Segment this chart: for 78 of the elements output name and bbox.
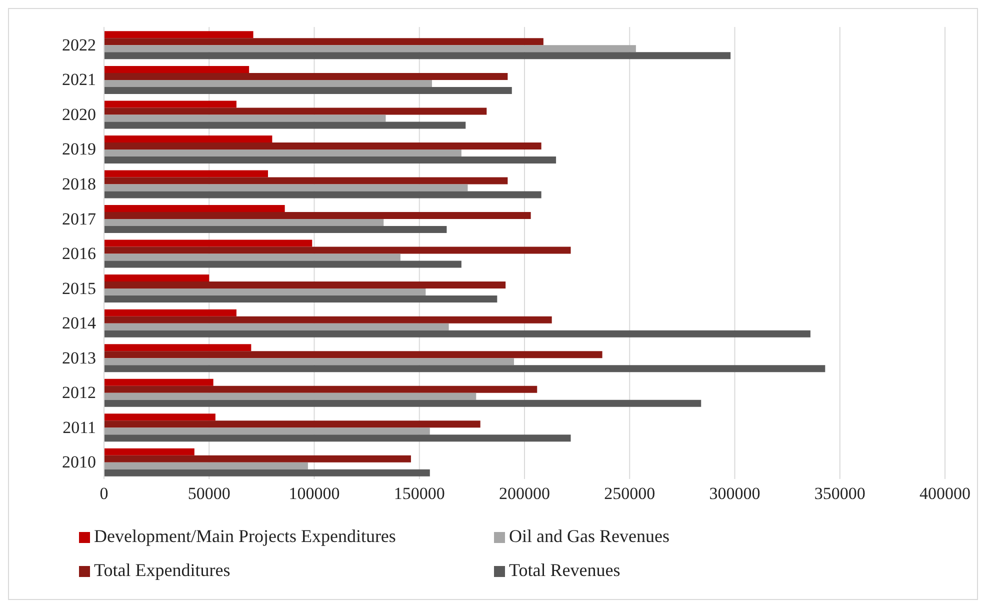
bar (104, 52, 731, 60)
bar (104, 296, 498, 303)
bar (104, 254, 400, 261)
bar (104, 358, 514, 366)
bar (104, 469, 430, 476)
y-tick-label: 2013 (62, 348, 96, 368)
x-tick-label: 350000 (814, 484, 866, 504)
bar (104, 344, 252, 352)
bar (104, 309, 236, 316)
bar (104, 108, 487, 115)
x-tick-label: 0 (100, 484, 108, 504)
bar (104, 100, 236, 108)
bar (104, 114, 386, 122)
y-tick-label: 2022 (62, 35, 96, 54)
bar (104, 386, 538, 393)
bar (104, 205, 285, 212)
bar (104, 122, 466, 129)
bar (104, 191, 542, 198)
bar (104, 86, 512, 94)
bar (104, 288, 426, 296)
y-tick-label: 2019 (62, 140, 96, 159)
y-tick-label: 2020 (62, 104, 96, 124)
bar (104, 212, 531, 220)
bar (104, 226, 447, 234)
y-tick-label: 2017 (62, 209, 96, 228)
bar (104, 142, 542, 150)
bar (104, 420, 480, 428)
bar (104, 38, 544, 46)
bar (104, 260, 462, 268)
x-tick-label: 100000 (288, 484, 340, 504)
bar (104, 428, 430, 435)
legend-label: Oil and Gas Revenues (509, 525, 670, 548)
bar (104, 31, 254, 38)
y-tick-label: 2015 (62, 278, 96, 298)
x-tick-label: 50000 (188, 484, 230, 504)
bar (104, 45, 636, 52)
bar (104, 330, 810, 338)
bar (104, 400, 702, 407)
bar (104, 414, 216, 421)
x-tick-label: 250000 (604, 484, 656, 504)
bar (104, 72, 508, 80)
bar (104, 462, 308, 470)
bar (104, 246, 571, 254)
bar (104, 135, 272, 142)
legend-label: Development/Main Projects Expenditures (94, 525, 397, 548)
y-tick-label: 2014 (62, 314, 96, 333)
bar (104, 184, 468, 192)
bar (104, 240, 312, 247)
x-tick-label: 400000 (920, 484, 970, 504)
bar (104, 351, 602, 358)
bar (104, 80, 432, 87)
bar (104, 149, 462, 156)
bar (104, 392, 476, 400)
bar (104, 316, 552, 324)
bar (104, 378, 214, 386)
y-tick-label: 2012 (62, 383, 96, 402)
bar (104, 170, 268, 178)
y-tick-label: 2011 (62, 418, 96, 437)
y-tick-label: 2016 (62, 244, 96, 264)
legend-label: Total Revenues (509, 559, 622, 582)
bar (104, 448, 194, 456)
y-tick-label: 2010 (62, 452, 96, 472)
bar (104, 66, 250, 73)
bar (104, 282, 506, 289)
y-tick-label: 2021 (62, 70, 96, 90)
bar (104, 219, 384, 226)
bar (104, 365, 826, 372)
bar (104, 156, 556, 164)
bar (104, 434, 571, 442)
x-tick-label: 300000 (709, 484, 760, 504)
y-tick-label: 2018 (62, 174, 96, 194)
x-tick-label: 150000 (394, 484, 445, 504)
bar (104, 455, 411, 462)
bar (104, 274, 210, 282)
bar (104, 177, 508, 184)
bar (104, 323, 449, 330)
legend-label: Total Expenditures (94, 559, 232, 582)
x-tick-label: 200000 (499, 484, 550, 504)
